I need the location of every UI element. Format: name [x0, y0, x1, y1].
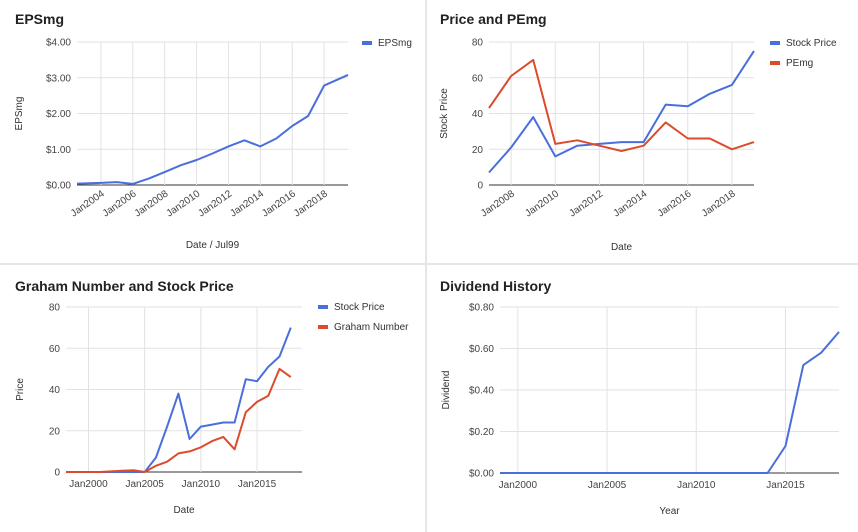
- series-line-stock-price: [488, 50, 755, 174]
- x-axis-label: Date: [173, 505, 195, 516]
- chart-dividend: Dividend History $0.00 $0.20 $0.40 $0.60 $0.8…: [440, 278, 840, 517]
- chart-title: EPSmg: [15, 11, 64, 27]
- panel-epsmg: EPSmg $0.00 $1.00 $2.00 $3.00 $4.00 Jan2004 Jan…: [0, 0, 425, 263]
- x-tick-label: Jan2016: [656, 188, 694, 219]
- x-tick-label: Jan2000: [499, 480, 538, 491]
- y-tick-label: $0.00: [46, 181, 71, 192]
- y-tick-label: $0.80: [469, 303, 494, 314]
- y-axis-label: EPSmg: [14, 97, 25, 131]
- legend-swatch: [362, 41, 372, 45]
- legend-label: Graham Number: [334, 322, 409, 333]
- x-tick-label: Jan2012: [567, 188, 605, 219]
- legend-label: PEmg: [786, 58, 813, 69]
- legend-swatch: [318, 325, 328, 329]
- series-line-graham-number: [66, 367, 292, 473]
- x-axis-label: Date / Jul99: [186, 240, 240, 251]
- x-tick-label: Jan2012: [196, 188, 234, 219]
- chart-title: Dividend History: [440, 278, 551, 294]
- x-tick-label: Jan2010: [182, 479, 221, 490]
- x-tick-label: Jan2015: [766, 480, 805, 491]
- y-axis-label: Stock Price: [439, 88, 450, 139]
- x-tick-label: Jan2000: [69, 479, 108, 490]
- y-tick-label: 20: [49, 426, 61, 437]
- y-tick-label: $3.00: [46, 73, 71, 84]
- x-tick-label: Jan2010: [523, 188, 561, 219]
- x-tick-label: Jan2018: [700, 188, 738, 219]
- x-axis-label: Date: [611, 242, 633, 253]
- y-axis-label: Dividend: [441, 371, 452, 410]
- legend-swatch: [770, 41, 780, 45]
- x-tick-label: Jan2010: [677, 480, 716, 491]
- x-tick-label: Jan2014: [612, 188, 650, 219]
- panel-price-pemg: Price and PEmg 0 20 40 60 80 Jan2008 Jan2010 Jan…: [427, 0, 858, 263]
- x-tick-label: Jan2004: [69, 188, 107, 219]
- legend-label: EPSmg: [378, 38, 412, 49]
- panel-graham: Graham Number and Stock Price 0 20 40 60 80 Ja…: [0, 265, 425, 532]
- y-tick-label: $0.60: [469, 344, 494, 355]
- y-tick-label: $0.40: [469, 386, 494, 397]
- legend-swatch: [770, 61, 780, 65]
- y-axis-label: Price: [15, 378, 26, 401]
- x-axis-label: Year: [659, 506, 680, 517]
- y-tick-label: 80: [472, 38, 484, 49]
- y-tick-label: $1.00: [46, 145, 71, 156]
- legend-label: Stock Price: [786, 38, 837, 49]
- y-tick-label: 20: [472, 145, 484, 156]
- y-tick-label: $0.00: [469, 469, 494, 480]
- legend-label: Stock Price: [334, 302, 385, 313]
- x-tick-label: Jan2006: [101, 188, 139, 219]
- x-tick-label: Jan2014: [228, 188, 266, 219]
- x-tick-label: Jan2008: [479, 188, 517, 219]
- x-tick-label: Jan2005: [125, 479, 164, 490]
- chart-epsmg: EPSmg$0.00$1.00$2.00$3.00$4.00Jan2004Jan…: [14, 11, 412, 251]
- y-tick-label: $2.00: [46, 109, 71, 120]
- y-tick-label: 40: [49, 385, 61, 396]
- x-tick-label: Jan2018: [292, 188, 330, 219]
- y-tick-label: 60: [472, 73, 484, 84]
- y-tick-label: 60: [49, 344, 61, 355]
- y-tick-label: $4.00: [46, 38, 71, 49]
- panel-dividend: Dividend History $0.00 $0.20 $0.40 $0.60 $0.8…: [427, 265, 858, 532]
- y-tick-label: $0.20: [469, 427, 494, 438]
- x-tick-label: Jan2010: [165, 188, 203, 219]
- y-tick-label: 80: [49, 303, 61, 314]
- y-tick-label: 40: [472, 109, 484, 120]
- legend-swatch: [318, 305, 328, 309]
- y-tick-label: 0: [54, 468, 60, 479]
- series-line-dividend: [500, 331, 840, 474]
- series-line-pemg: [488, 58, 755, 152]
- y-tick-label: 0: [477, 181, 483, 192]
- chart-graham: Graham Number and Stock Price 0 20 40 60 80 Ja…: [15, 278, 409, 516]
- chart-title: Price and PEmg: [440, 11, 547, 27]
- series-line-epsmg: [76, 73, 349, 185]
- x-tick-label: Jan2016: [260, 188, 298, 219]
- x-tick-label: Jan2005: [588, 480, 627, 491]
- x-tick-label: Jan2008: [133, 188, 171, 219]
- chart-title: Graham Number and Stock Price: [15, 278, 234, 294]
- x-tick-label: Jan2015: [238, 479, 277, 490]
